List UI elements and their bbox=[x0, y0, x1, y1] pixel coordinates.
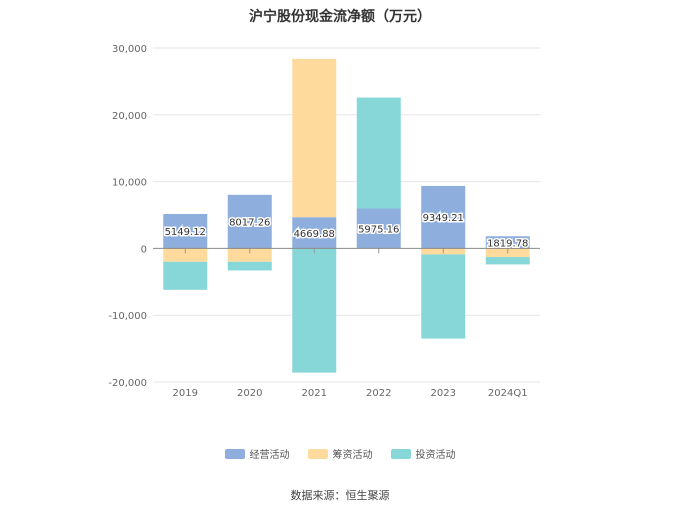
legend-item[interactable]: 投资活动 bbox=[390, 446, 456, 461]
data-labels: 5149.12 8017.26 4669.88 5975.16 9349.21 1819.… bbox=[163, 212, 530, 251]
bar-segment bbox=[421, 254, 466, 339]
legend-label: 投资活动 bbox=[415, 450, 456, 461]
x-tick-label: 2021 bbox=[302, 388, 327, 399]
legend-item[interactable]: 经营活动 bbox=[224, 446, 290, 461]
bar-segment bbox=[485, 236, 530, 249]
data-label: 4669.88 bbox=[294, 229, 335, 240]
source-note: 数据来源：恒生聚源 bbox=[290, 489, 390, 502]
legend-item[interactable]: 筹资活动 bbox=[307, 446, 373, 461]
x-tick-label: 2022 bbox=[366, 388, 391, 399]
bar-segment bbox=[356, 97, 401, 209]
bar-segment bbox=[227, 248, 272, 262]
legend-swatch bbox=[390, 448, 411, 459]
bar-segment bbox=[356, 208, 401, 249]
y-tick-label: 30,000 bbox=[112, 44, 147, 55]
legend-swatch bbox=[307, 448, 328, 459]
bar-segment bbox=[227, 261, 272, 271]
y-tick-label: 20,000 bbox=[112, 111, 147, 122]
data-label: 1819.78 bbox=[487, 238, 528, 249]
data-label: 8017.26 bbox=[229, 218, 270, 229]
bar-segment bbox=[163, 214, 208, 249]
data-label: 9349.21 bbox=[423, 213, 464, 224]
grid-lines bbox=[153, 47, 540, 383]
y-tick-label: -10,000 bbox=[108, 311, 147, 322]
legend-swatch bbox=[224, 448, 245, 459]
x-tick-label: 2019 bbox=[173, 388, 198, 399]
chart-title: 沪宁股份现金流净额（万元） bbox=[249, 9, 431, 25]
bar-segment bbox=[421, 185, 466, 249]
legend-label: 经营活动 bbox=[249, 450, 290, 461]
y-tick-label: 10,000 bbox=[112, 178, 147, 189]
bar-segment bbox=[292, 217, 337, 249]
y-tick-label: -20,000 bbox=[108, 378, 147, 389]
axes: 30,000 20,000 10,000 0 -10,000 -20,000 2019 202… bbox=[108, 44, 540, 399]
x-tick-label: 2020 bbox=[237, 388, 262, 399]
bar-segment bbox=[227, 194, 272, 249]
x-tick-label: 2023 bbox=[431, 388, 456, 399]
bar-segment bbox=[485, 257, 530, 265]
bars bbox=[163, 58, 530, 373]
legend: 经营活动 筹资活动 投资活动 bbox=[0, 446, 680, 461]
legend-label: 筹资活动 bbox=[332, 450, 373, 461]
bar-segment bbox=[163, 248, 208, 262]
bar-segment bbox=[163, 261, 208, 290]
bar-segment bbox=[292, 248, 337, 373]
y-tick-label: 0 bbox=[141, 244, 147, 255]
data-label: 5149.12 bbox=[165, 227, 206, 238]
x-tick-label: 2024Q1 bbox=[488, 388, 528, 399]
data-label: 5975.16 bbox=[358, 224, 399, 235]
bar-segment bbox=[292, 58, 337, 218]
